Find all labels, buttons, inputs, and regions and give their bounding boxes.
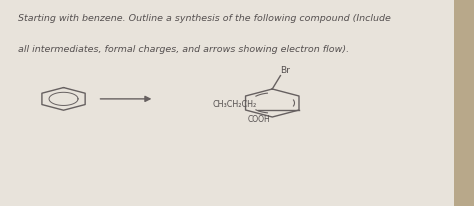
Text: Starting with benzene. Outline a synthesis of the following compound (Include: Starting with benzene. Outline a synthes… <box>18 14 391 23</box>
FancyBboxPatch shape <box>0 0 454 206</box>
Text: CH₃CH₂CH₂: CH₃CH₂CH₂ <box>212 100 257 109</box>
Text: all intermediates, formal charges, and arrows showing electron flow).: all intermediates, formal charges, and a… <box>18 45 349 54</box>
Text: Br: Br <box>281 66 290 75</box>
Text: COOH: COOH <box>248 115 271 124</box>
